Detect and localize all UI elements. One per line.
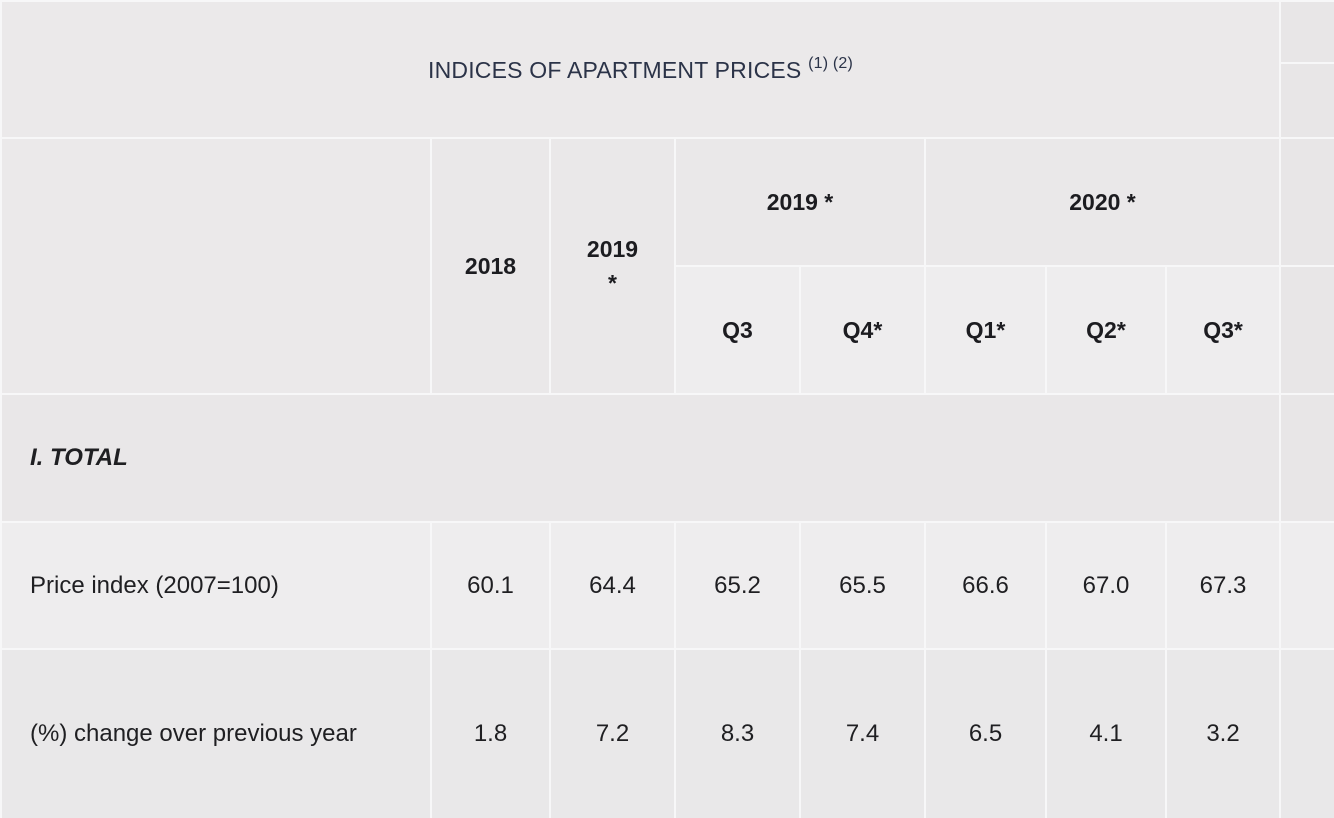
header-quarter: Q3* <box>1164 265 1282 395</box>
row-label-percent-change: (%) change over previous year <box>0 648 432 818</box>
header-quarter: Q2* <box>1045 265 1167 395</box>
header-stub-cell <box>0 137 432 395</box>
right-edge-cell <box>1279 62 1334 139</box>
header-year-2018: 2018 <box>430 137 551 395</box>
right-edge-cell <box>1279 393 1334 523</box>
table-cell: 6.5 <box>924 648 1047 818</box>
header-quarter: Q3 <box>674 265 801 395</box>
table-cell: 4.1 <box>1045 648 1167 818</box>
header-year-2019-label: 2019 <box>586 236 639 262</box>
header-group-2020: 2020 * <box>923 137 1282 267</box>
table-cell: 64.4 <box>549 521 676 650</box>
row-label-percent-change-text: (%) change over previous year <box>30 720 357 747</box>
header-quarter: Q4* <box>799 265 926 395</box>
table-cell: 67.0 <box>1045 521 1167 650</box>
table-cell: 7.4 <box>799 648 926 818</box>
right-edge-cell <box>1279 0 1334 64</box>
header-group-2019: 2019 * <box>674 137 926 267</box>
table-cell: 60.1 <box>430 521 551 650</box>
right-edge-cell <box>1279 521 1334 650</box>
table-cell: 66.6 <box>924 521 1047 650</box>
row-label-price-index: Price index (2007=100) <box>0 521 432 650</box>
section-heading-total: I. TOTAL <box>0 393 1282 523</box>
header-year-2019: 2019 * <box>549 137 676 395</box>
table-title-notes: (1) (2) <box>808 55 854 72</box>
table-cell: 65.2 <box>674 521 801 650</box>
right-edge-cell <box>1279 137 1334 267</box>
table-title-text: INDICES OF APARTMENT PRICES <box>428 57 802 83</box>
table-title: INDICES OF APARTMENT PRICES (1) (2) <box>0 0 1282 139</box>
table-cell: 67.3 <box>1164 521 1282 650</box>
table-row: Price index (2007=100) 60.1 64.4 65.2 65… <box>0 521 1334 650</box>
table-row: (%) change over previous year 1.8 7.2 8.… <box>0 648 1334 818</box>
table-cell: 65.5 <box>799 521 926 650</box>
right-edge-cell <box>1279 265 1334 395</box>
header-quarter: Q1* <box>924 265 1047 395</box>
table-cell: 3.2 <box>1164 648 1282 818</box>
table-cell: 7.2 <box>549 648 676 818</box>
table-cell: 1.8 <box>430 648 551 818</box>
right-edge-cell <box>1279 648 1334 818</box>
header-year-2019-mark: * <box>608 270 617 296</box>
table-cell: 8.3 <box>674 648 801 818</box>
